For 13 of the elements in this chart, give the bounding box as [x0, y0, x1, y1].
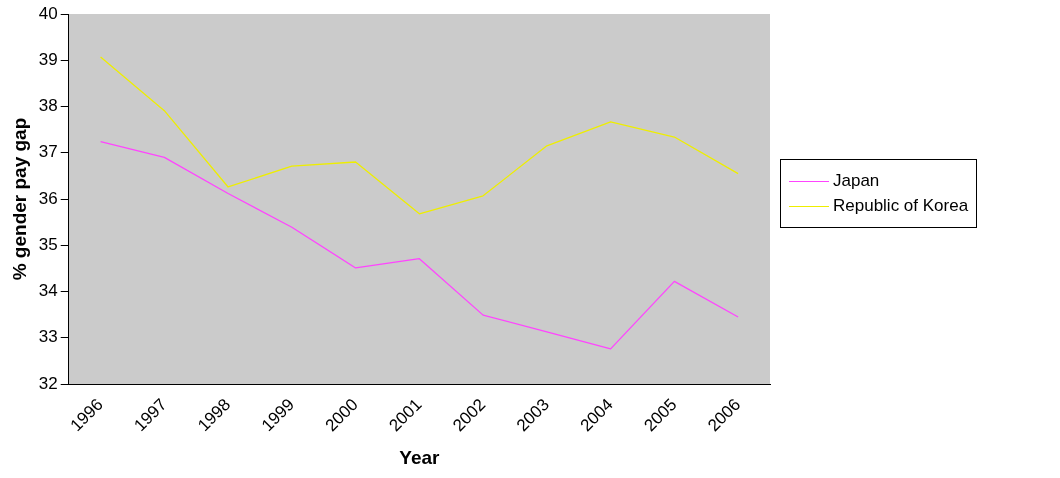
y-tick-label: 32	[38, 373, 58, 393]
y-tick-label: 40	[38, 3, 58, 23]
y-tick-label: 34	[38, 281, 58, 301]
y-tick-label: 38	[38, 96, 58, 116]
y-tick-label: 33	[38, 327, 58, 347]
y-tick-label: 39	[38, 49, 58, 69]
legend-label: Republic of Korea	[833, 196, 969, 217]
y-tick-label: 37	[38, 142, 58, 162]
y-tick-label: 36	[38, 188, 58, 208]
legend-label: Japan	[833, 171, 880, 192]
y-tick-label: 35	[38, 234, 58, 254]
x-axis-title: Year	[399, 446, 441, 468]
y-axis-title: % gender pay gap	[8, 117, 30, 281]
